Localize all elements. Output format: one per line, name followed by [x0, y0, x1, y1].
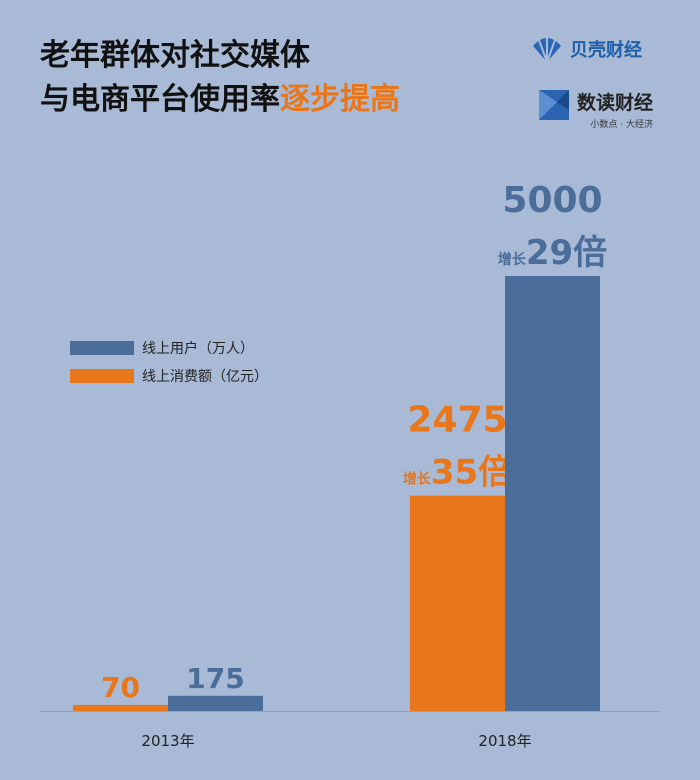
bar-users-0	[168, 695, 263, 711]
legend-label-users: 线上用户（万人）	[142, 341, 254, 357]
bar-spending-0	[73, 704, 168, 711]
legend-swatch-users	[70, 341, 134, 355]
title-line-2-accent: 逐步提高	[280, 82, 400, 117]
x-tick-label: 2013年	[141, 732, 194, 750]
chart-legend: 线上用户（万人） 线上消费额（亿元）	[70, 334, 268, 390]
brand2-name: 数读财经	[577, 92, 654, 114]
data-label: 5000	[502, 180, 602, 221]
brand1-name: 贝壳财经	[570, 40, 642, 61]
legend-swatch-spending	[70, 369, 134, 383]
page-title: 老年群体对社交媒体 与电商平台使用率逐步提高	[40, 34, 400, 122]
growth-label: 增长35倍	[403, 453, 512, 493]
title-line-2: 与电商平台使用率逐步提高	[40, 78, 400, 122]
legend-label-spending: 线上消费额（亿元）	[142, 369, 268, 385]
legend-item-users: 线上用户（万人）	[70, 334, 268, 362]
x-tick-label: 2018年	[478, 732, 531, 750]
title-line-1: 老年群体对社交媒体	[40, 38, 310, 73]
data-label: 2475	[407, 400, 507, 441]
growth-label: 增长29倍	[498, 233, 607, 273]
shell-icon	[533, 37, 561, 63]
brand-beike-logo: 贝壳财经	[530, 34, 642, 64]
bar-spending-1	[410, 495, 505, 711]
cube-icon	[539, 90, 569, 120]
brand-shudu-logo: 数读财经 小数点 · 大经济	[537, 88, 653, 130]
bar-users-1	[505, 276, 600, 711]
title-line-2-prefix: 与电商平台使用率	[40, 82, 280, 117]
data-label: 175	[186, 662, 244, 695]
brand2-slogan: 小数点 · 大经济	[590, 120, 654, 130]
data-label: 70	[101, 671, 140, 704]
legend-item-spending: 线上消费额（亿元）	[70, 362, 268, 390]
